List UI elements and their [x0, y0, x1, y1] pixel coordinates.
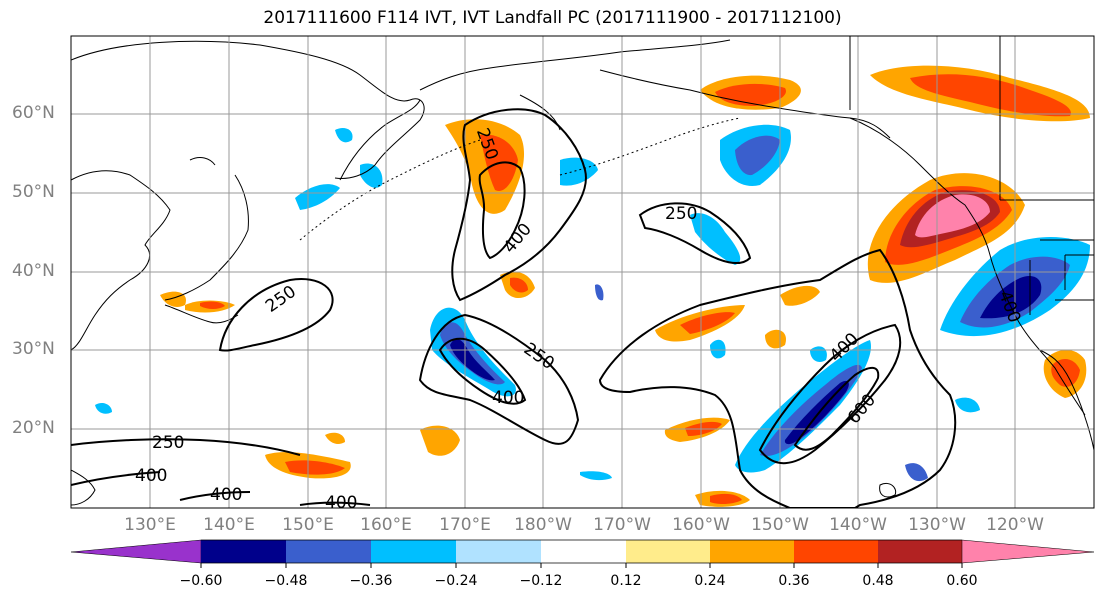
- ivt-contours: [71, 108, 957, 508]
- contour-250-subtropical: [418, 313, 580, 445]
- contour-400-east: [758, 323, 902, 465]
- colorbar-tick-label: −0.24: [434, 573, 478, 589]
- lon-label: 120°W: [986, 515, 1044, 535]
- colorbar-segment: [626, 540, 710, 563]
- lat-label: 20°N: [12, 418, 55, 438]
- map-title: 2017111600 F114 IVT, IVT Landfall PC (20…: [263, 8, 842, 28]
- lon-label: 150°E: [282, 515, 334, 535]
- contour-250-east: [598, 248, 957, 508]
- colorbar-tick-label: −0.12: [519, 573, 563, 589]
- colorbar-segment: [286, 540, 371, 563]
- contour-600-east: [793, 366, 880, 451]
- contour-label: 400: [325, 493, 357, 513]
- colorbar-extend-left: [70, 539, 202, 564]
- colorbar-segment: [541, 540, 626, 563]
- colorbar-tick-label: −0.60: [179, 573, 223, 589]
- contour-400-subtropical: [438, 337, 527, 405]
- lon-label: 180°W: [514, 515, 572, 535]
- colorbar-tick-label: −0.36: [349, 573, 393, 589]
- contour-400-south-c: [299, 501, 371, 506]
- contour-250-south: [71, 438, 301, 456]
- contour-250-west: [218, 278, 334, 352]
- contour-label: 250: [152, 433, 184, 453]
- colorbar-tick-label: 0.12: [610, 573, 642, 589]
- colorbar-tick-label: −0.48: [264, 573, 308, 589]
- contour-label: 250: [665, 204, 697, 224]
- contour-400-south-b: [179, 491, 251, 501]
- colorbar: [70, 539, 1095, 568]
- colorbar-segment: [456, 540, 541, 563]
- contour-label: 400: [492, 388, 524, 408]
- lon-label: 140°E: [203, 515, 255, 535]
- lon-label: 140°W: [829, 515, 887, 535]
- lat-label: 30°N: [12, 339, 55, 359]
- colorbar-segment: [201, 540, 286, 563]
- contour-label: 400: [135, 466, 167, 486]
- lat-label: 50°N: [12, 182, 55, 202]
- colorbar-tick-label: 0.36: [778, 573, 810, 589]
- contour-400-bering: [478, 161, 526, 260]
- lon-label: 160°W: [672, 515, 730, 535]
- colorbar-segment: [710, 540, 794, 563]
- colorbar-segment: [794, 540, 878, 563]
- lon-label: 170°W: [593, 515, 651, 535]
- lat-label: 60°N: [12, 103, 55, 123]
- lon-label: 170°E: [439, 515, 491, 535]
- lon-label: 130°W: [908, 515, 966, 535]
- colorbar-segment: [371, 540, 456, 563]
- contour-250-bering: [451, 108, 587, 302]
- colorbar-tick-label: 0.60: [946, 573, 978, 589]
- lat-label: 40°N: [12, 261, 55, 281]
- contour-400-south-a: [71, 471, 161, 486]
- lon-label: 160°E: [360, 515, 412, 535]
- lon-label: 130°E: [124, 515, 176, 535]
- map-frame: [70, 35, 1095, 509]
- contour-250-central: [638, 202, 752, 265]
- colorbar-tick-label: 0.24: [694, 573, 726, 589]
- colorbar-segment: [878, 540, 962, 563]
- map-plot-area: 250 250 250 250 400 400 400 400 400 400 …: [71, 36, 1094, 513]
- lon-label: 150°W: [751, 515, 809, 535]
- coastlines: [71, 36, 1094, 506]
- contour-label: 400: [210, 485, 242, 505]
- colorbar-tick-label: 0.48: [862, 573, 894, 589]
- colorbar-extend-right: [961, 539, 1095, 564]
